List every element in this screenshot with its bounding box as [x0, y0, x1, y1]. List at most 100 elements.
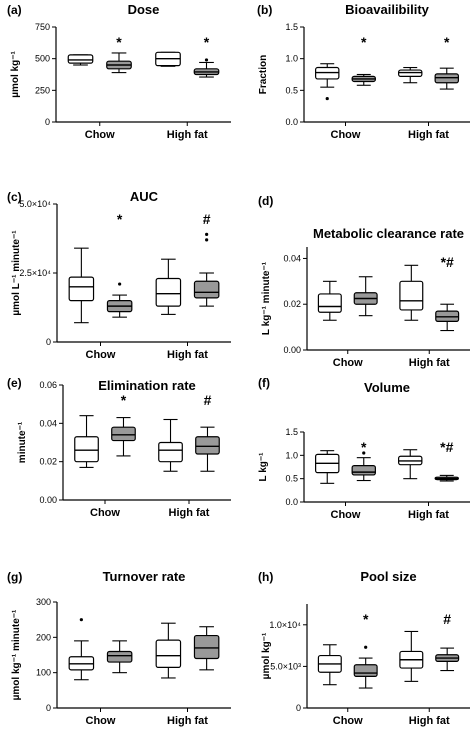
panel-label: (e) [7, 376, 22, 390]
chart-title: Dose [128, 2, 160, 17]
box-iqr [68, 276, 95, 302]
box-plot [398, 449, 423, 480]
box-plot [68, 247, 95, 324]
box-plot [315, 450, 340, 484]
chart-title: AUC [130, 189, 159, 204]
panel-label: (g) [7, 570, 22, 584]
y-tick-label: 0.04 [283, 253, 301, 263]
panel-label: (c) [7, 190, 22, 204]
y-tick-label: 0.0 [285, 497, 298, 507]
box-plot [434, 474, 459, 482]
box-plot [74, 415, 99, 468]
box-iqr [106, 650, 133, 663]
y-axis-label: L kg⁻¹ minute⁻¹ [261, 261, 272, 335]
significance-marker: # [443, 611, 451, 627]
panel-4: (d) Metabolic clearance rate 0.00 0.02 0.04 L… [258, 194, 470, 369]
y-tick-label: 500 [35, 54, 50, 64]
x-tick-label: High fat [167, 715, 208, 727]
panel-label: (f) [258, 376, 270, 390]
box-plot [398, 66, 423, 84]
box-iqr [74, 436, 99, 463]
y-tick-label: 0 [45, 117, 50, 127]
x-tick-label: Chow [333, 715, 363, 727]
x-tick-label: High fat [408, 129, 449, 141]
box-plot [351, 451, 376, 482]
significance-marker: * [116, 34, 122, 50]
box-plot [399, 264, 424, 321]
box-plot [315, 63, 340, 101]
panel-label: (d) [258, 194, 273, 208]
box-iqr [155, 277, 182, 307]
box-iqr [193, 634, 220, 660]
significance-marker: * [121, 392, 127, 408]
significance-marker: * [361, 34, 367, 50]
significance-marker: * [117, 211, 123, 227]
box-plot [434, 67, 459, 90]
y-axis-label: µmol kg⁻¹ [10, 51, 21, 98]
outlier-point [364, 645, 368, 649]
chart-title: Turnover rate [103, 569, 186, 584]
box-plot [193, 626, 220, 671]
box-plot [353, 645, 378, 689]
x-tick-label: Chow [331, 129, 361, 141]
box-plot [68, 618, 95, 681]
y-tick-label: 250 [35, 85, 50, 95]
x-tick-label: Chow [90, 507, 120, 519]
box-plot [193, 58, 220, 78]
y-axis-label: µmol kg⁻¹ [261, 632, 272, 679]
x-tick-label: Chow [86, 715, 116, 727]
y-tick-label: 2.5×10⁴ [19, 268, 51, 278]
y-tick-label: 5.0×10³ [270, 661, 301, 671]
x-tick-label: High fat [409, 715, 450, 727]
box-plot [155, 51, 181, 67]
y-tick-label: 0 [296, 703, 301, 713]
chart-title: Volume [364, 380, 410, 395]
box-iqr [67, 54, 94, 64]
box-iqr [195, 436, 220, 455]
chart-title: Metabolic clearance rate [313, 226, 464, 241]
y-tick-label: 0.00 [283, 345, 301, 355]
y-tick-label: 5.0×10⁴ [19, 199, 51, 209]
box-plot [155, 622, 182, 679]
box-plot [435, 303, 460, 332]
significance-marker: * [361, 439, 367, 455]
box-iqr [399, 280, 424, 311]
y-tick-label: 0.5 [285, 85, 298, 95]
y-tick-label: 0.5 [285, 474, 298, 484]
box-plot [435, 647, 460, 672]
box-plot [67, 54, 94, 66]
box-plot [193, 232, 220, 307]
panel-1: (a) Dose 0 250 500 750 µmol kg⁻¹ Chow High fat * * [7, 2, 231, 141]
box-plot [317, 644, 342, 686]
box-plot [195, 426, 220, 472]
panel-label: (h) [258, 570, 273, 584]
panel-2: (b) Bioavailibility 0.0 0.5 1.0 1.5 Fraction Ch… [257, 2, 470, 141]
y-tick-label: 0.0 [285, 117, 298, 127]
significance-marker: # [203, 211, 211, 227]
y-axis-label: L kg⁻¹ [258, 452, 269, 482]
outlier-point [118, 282, 122, 286]
outlier-point [205, 232, 209, 236]
box-plot [351, 73, 376, 86]
y-tick-label: 0.04 [39, 418, 57, 428]
panel-7: (g) Turnover rate 0 100 200 300 µmol kg⁻¹ minu… [7, 569, 231, 727]
x-tick-label: High fat [408, 509, 449, 521]
panel-3: (c) AUC 0 2.5×10⁴ 5.0×10⁴ µmol L⁻¹ minute⁻¹ Ch… [7, 189, 231, 361]
outlier-point [79, 618, 83, 622]
chart-title: Elimination rate [98, 378, 196, 393]
y-tick-label: 0 [46, 703, 51, 713]
y-tick-label: 1.5 [285, 427, 298, 437]
box-plot [106, 52, 132, 74]
significance-marker: *# [440, 439, 453, 455]
y-tick-label: 300 [36, 597, 51, 607]
y-tick-label: 0.00 [39, 495, 57, 505]
y-tick-label: 1.0 [285, 450, 298, 460]
x-tick-label: Chow [331, 509, 361, 521]
x-tick-label: High fat [167, 349, 208, 361]
x-tick-label: Chow [85, 129, 115, 141]
box-iqr [111, 426, 136, 442]
y-tick-label: 1.0 [285, 54, 298, 64]
box-iqr [158, 441, 183, 463]
outlier-point [205, 238, 209, 242]
x-tick-label: Chow [333, 357, 363, 369]
